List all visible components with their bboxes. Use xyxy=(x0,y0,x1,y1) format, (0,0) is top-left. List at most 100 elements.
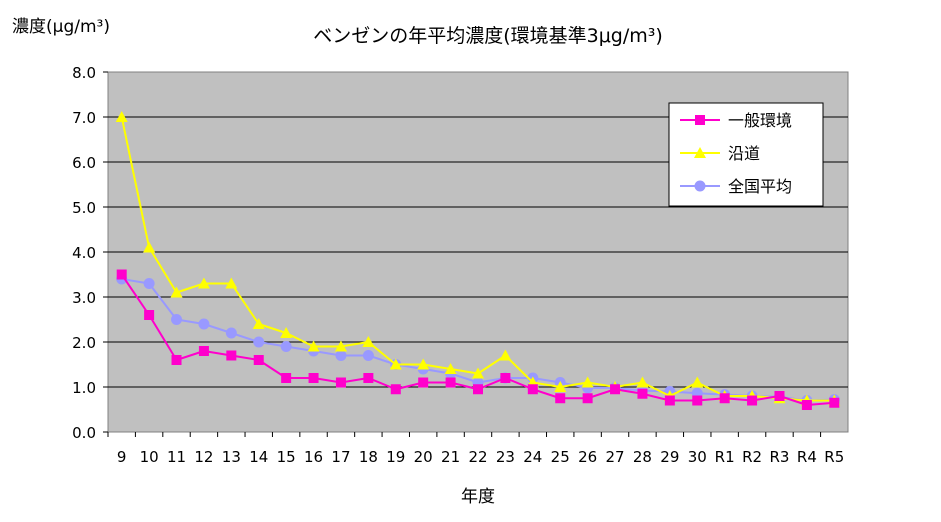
data-point xyxy=(473,384,483,395)
data-point xyxy=(554,381,567,392)
data-point xyxy=(171,314,183,325)
y-tick-label: 2.0 xyxy=(72,334,96,352)
data-point xyxy=(829,397,840,408)
data-point xyxy=(417,358,430,370)
data-point xyxy=(226,350,237,361)
x-tick-label: 22 xyxy=(468,448,487,466)
data-point xyxy=(308,373,319,383)
data-point xyxy=(362,350,374,361)
x-tick-label: 30 xyxy=(688,448,707,466)
legend-marker xyxy=(695,115,705,125)
data-point xyxy=(582,393,593,404)
y-tick-label: 8.0 xyxy=(72,64,96,82)
y-tick-label: 5.0 xyxy=(72,199,96,217)
y-tick-label: 6.0 xyxy=(72,154,96,172)
data-point xyxy=(144,310,155,320)
data-point xyxy=(499,349,512,361)
x-tick-label: 27 xyxy=(605,448,624,466)
x-tick-label: 23 xyxy=(496,448,515,466)
y-tick-label: 1.0 xyxy=(72,379,96,397)
x-tick-label: 26 xyxy=(578,448,597,466)
x-tick-label: R5 xyxy=(824,448,844,466)
data-point xyxy=(444,363,457,374)
data-point xyxy=(527,384,538,395)
x-tick-label: 12 xyxy=(194,448,213,466)
data-point xyxy=(472,367,484,379)
x-tick-label: 24 xyxy=(523,448,542,466)
data-point xyxy=(445,377,456,388)
data-point xyxy=(170,286,183,298)
data-point xyxy=(334,340,347,352)
data-point xyxy=(253,355,264,365)
data-point xyxy=(335,377,346,388)
data-point xyxy=(500,373,511,383)
data-point xyxy=(115,111,128,122)
x-tick-label: 13 xyxy=(222,448,241,466)
data-point xyxy=(636,376,649,388)
y-tick-label: 0.0 xyxy=(72,424,96,442)
data-point xyxy=(197,277,210,289)
x-tick-label: 25 xyxy=(551,448,570,466)
data-point xyxy=(719,393,730,404)
data-point xyxy=(116,269,127,280)
y-tick-label: 7.0 xyxy=(72,109,96,127)
x-tick-label: R4 xyxy=(797,448,817,466)
data-point xyxy=(280,341,292,352)
data-point xyxy=(418,377,429,388)
legend-label: 全国平均 xyxy=(728,177,792,196)
x-tick-label: 21 xyxy=(441,448,460,466)
legend-marker xyxy=(694,180,706,192)
data-point xyxy=(390,384,401,395)
x-tick-label: 29 xyxy=(660,448,679,466)
data-point xyxy=(198,318,210,330)
data-point xyxy=(363,373,374,383)
y-tick-labels: 0.0 1.0 2.0 3.0 4.0 5.0 6.0 7.0 8.0 xyxy=(72,64,96,442)
x-tick-label: 19 xyxy=(386,448,405,466)
data-point xyxy=(581,376,594,388)
x-tick-label: 14 xyxy=(249,448,268,466)
data-point xyxy=(555,393,566,404)
data-point xyxy=(747,395,758,406)
x-tick-label: 15 xyxy=(277,448,296,466)
data-point xyxy=(774,391,785,401)
x-tick-label: 20 xyxy=(414,448,433,466)
data-point xyxy=(171,355,182,365)
data-point xyxy=(281,373,292,383)
data-point xyxy=(280,327,293,338)
x-tick-label: 9 xyxy=(117,448,127,466)
data-point xyxy=(692,395,703,406)
x-tick-label: 16 xyxy=(304,448,323,466)
legend-marker xyxy=(694,147,706,158)
data-point xyxy=(253,336,265,348)
x-tick-labels: 9 10 11 12 13 14 15 16 17 18 19 20 21 22 23 24 25 26 27 28 2… xyxy=(117,448,844,466)
y-tick-label: 4.0 xyxy=(72,244,96,262)
data-point xyxy=(225,327,237,339)
x-axis-label: 年度 xyxy=(461,487,495,507)
data-point xyxy=(225,277,238,289)
x-tick-label: R3 xyxy=(769,448,789,466)
series-0 xyxy=(116,269,840,410)
y-tick-label: 3.0 xyxy=(72,289,96,307)
data-point xyxy=(664,395,675,406)
x-tick-label: 10 xyxy=(140,448,159,466)
data-point xyxy=(637,388,648,399)
data-point xyxy=(801,400,812,410)
x-tick-label: 17 xyxy=(331,448,350,466)
data-point xyxy=(143,278,155,289)
data-point xyxy=(335,350,347,361)
data-point xyxy=(389,358,402,370)
data-point xyxy=(610,384,621,395)
series-lines xyxy=(115,111,841,410)
data-point xyxy=(691,376,704,388)
chart-title: ベンゼンの年平均濃度(環境基準3μg/m³) xyxy=(313,25,663,47)
x-tick-label: 18 xyxy=(359,448,378,466)
data-point xyxy=(198,346,209,356)
data-point xyxy=(307,340,320,352)
x-tick-label: R1 xyxy=(715,448,735,466)
x-tick-label: 11 xyxy=(167,448,186,466)
legend-label: 一般環境 xyxy=(728,111,792,130)
legend-label: 沿道 xyxy=(728,144,760,163)
